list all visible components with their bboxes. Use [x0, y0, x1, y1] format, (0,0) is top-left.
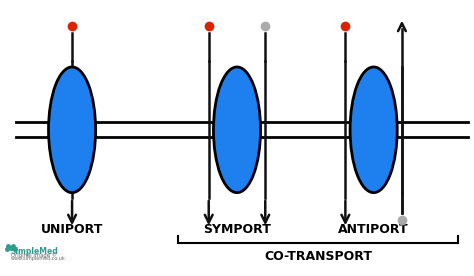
- Text: ANTIPORT: ANTIPORT: [338, 223, 409, 236]
- Text: CO-TRANSPORT: CO-TRANSPORT: [264, 250, 372, 263]
- Text: SYMPORT: SYMPORT: [203, 223, 271, 236]
- Text: UNIPORT: UNIPORT: [41, 223, 103, 236]
- Ellipse shape: [350, 67, 397, 193]
- Ellipse shape: [48, 67, 96, 193]
- Ellipse shape: [213, 67, 261, 193]
- Text: SimpleMed: SimpleMed: [11, 247, 59, 256]
- Text: Original Image ©: Original Image ©: [11, 253, 57, 258]
- Text: www.simplemed.co.uk: www.simplemed.co.uk: [11, 256, 65, 261]
